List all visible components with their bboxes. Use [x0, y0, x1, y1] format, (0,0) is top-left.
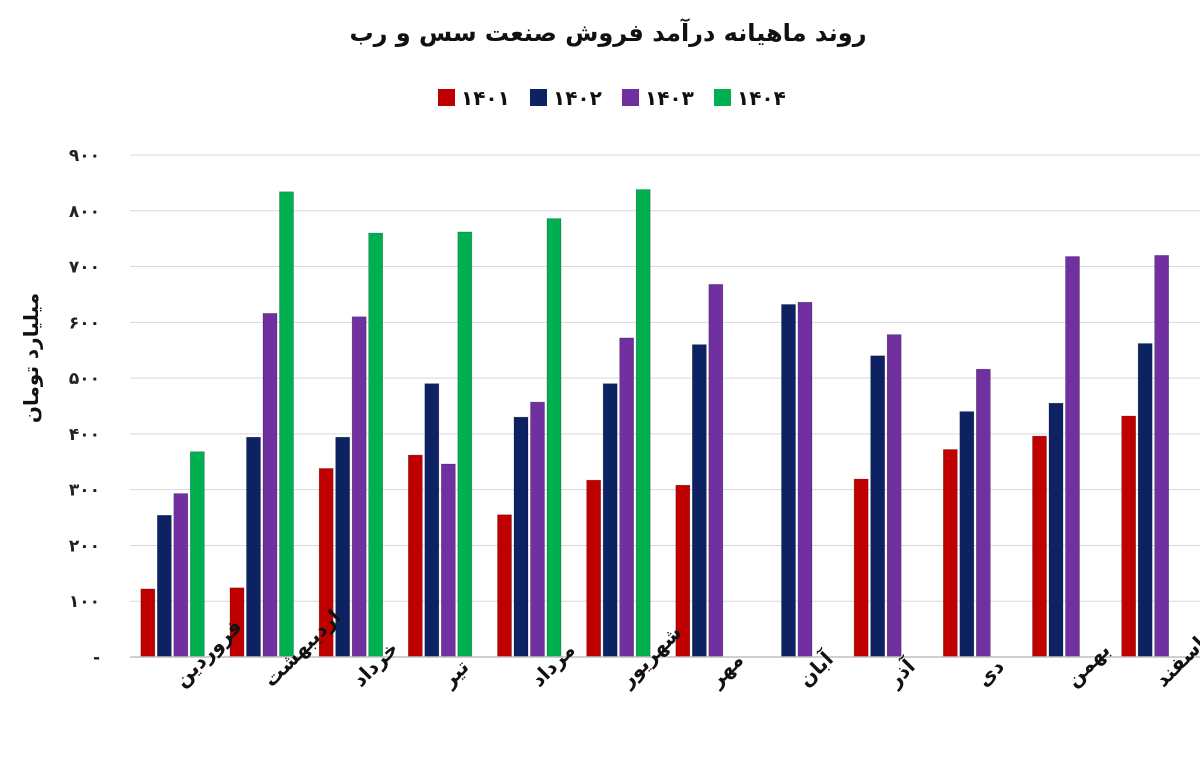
bar-10-series-2 [959, 411, 975, 658]
x-tick-label: تیر [436, 655, 474, 693]
legend-swatch [714, 89, 731, 106]
bar-7-series-2 [692, 344, 707, 658]
bar-4-series-3 [441, 463, 456, 658]
legend-label: ۱۴۰۳ [645, 86, 694, 110]
y-tick-label: ۴۰۰ [69, 425, 100, 445]
bar-6-series-4 [635, 189, 651, 658]
y-tick-label: - [93, 648, 100, 668]
legend-label: ۱۴۰۲ [553, 86, 602, 110]
bar-6-series-1 [586, 479, 601, 658]
bar-12-series-3 [1154, 255, 1169, 658]
bar-5-series-1 [497, 514, 512, 658]
bar-12-series-1 [1121, 415, 1136, 658]
bar-2-series-3 [262, 313, 278, 658]
bar-7-series-3 [708, 284, 724, 658]
bar-10-series-1 [943, 449, 958, 658]
bar-1-series-3 [173, 493, 189, 658]
y-axis-ticks: - ۱۰۰ ۲۰۰ ۳۰۰ ۴۰۰ ۵۰۰ ۶۰۰ ۷۰۰ ۸۰۰ ۹۰۰ [69, 146, 100, 668]
y-tick-label: ۲۰۰ [69, 536, 100, 556]
gridlines [130, 154, 1200, 602]
bar-3-series-3 [351, 316, 367, 658]
bars [140, 189, 1169, 658]
legend-swatch [622, 89, 639, 106]
x-tick-label: آذر [881, 653, 920, 692]
bar-1-series-1 [140, 588, 156, 658]
y-tick-label: ۹۰۰ [69, 146, 100, 166]
bar-10-series-3 [976, 368, 991, 658]
bar-9-series-1 [853, 478, 869, 658]
y-tick-label: ۶۰۰ [69, 313, 100, 333]
bar-8-series-2 [781, 304, 796, 658]
legend-label: ۱۴۰۴ [737, 86, 786, 110]
legend-swatch [530, 89, 547, 106]
legend-label: ۱۴۰۱ [461, 86, 510, 110]
bar-9-series-2 [870, 355, 885, 658]
legend-swatch [438, 89, 455, 106]
bar-5-series-3 [530, 401, 545, 658]
x-tick-label: دی [972, 654, 1009, 691]
bar-12-series-2 [1137, 343, 1153, 658]
bar-5-series-2 [513, 416, 529, 658]
bar-11-series-2 [1048, 402, 1064, 658]
bar-3-series-4 [368, 232, 383, 658]
y-tick-label: ۷۰۰ [69, 258, 100, 278]
y-tick-label: ۵۰۰ [69, 369, 100, 389]
bar-1-series-4 [190, 451, 205, 658]
bar-11-series-1 [1032, 435, 1047, 658]
y-tick-label: ۱۰۰ [69, 592, 100, 612]
bar-8-series-3 [797, 301, 813, 658]
y-tick-label: ۳۰۰ [69, 481, 100, 501]
chart-title: روند ماهیانه درآمد فروش صنعت سس و رب [349, 18, 866, 47]
bar-11-series-3 [1065, 256, 1080, 658]
y-axis-label: میلیارد تومان [19, 293, 43, 423]
bar-1-series-2 [157, 515, 172, 658]
bar-6-series-2 [602, 383, 618, 658]
bar-4-series-1 [408, 454, 423, 658]
bar-2-series-2 [246, 436, 261, 658]
bar-4-series-2 [424, 383, 440, 658]
bar-9-series-3 [886, 334, 902, 658]
bar-4-series-4 [457, 231, 473, 658]
legend: ۱۴۰۱ ۱۴۰۲ ۱۴۰۳ ۱۴۰۴ [438, 86, 786, 110]
bar-2-series-4 [279, 191, 294, 658]
y-tick-label: ۸۰۰ [69, 202, 100, 222]
bar-6-series-3 [619, 337, 634, 658]
bar-5-series-4 [546, 218, 562, 658]
